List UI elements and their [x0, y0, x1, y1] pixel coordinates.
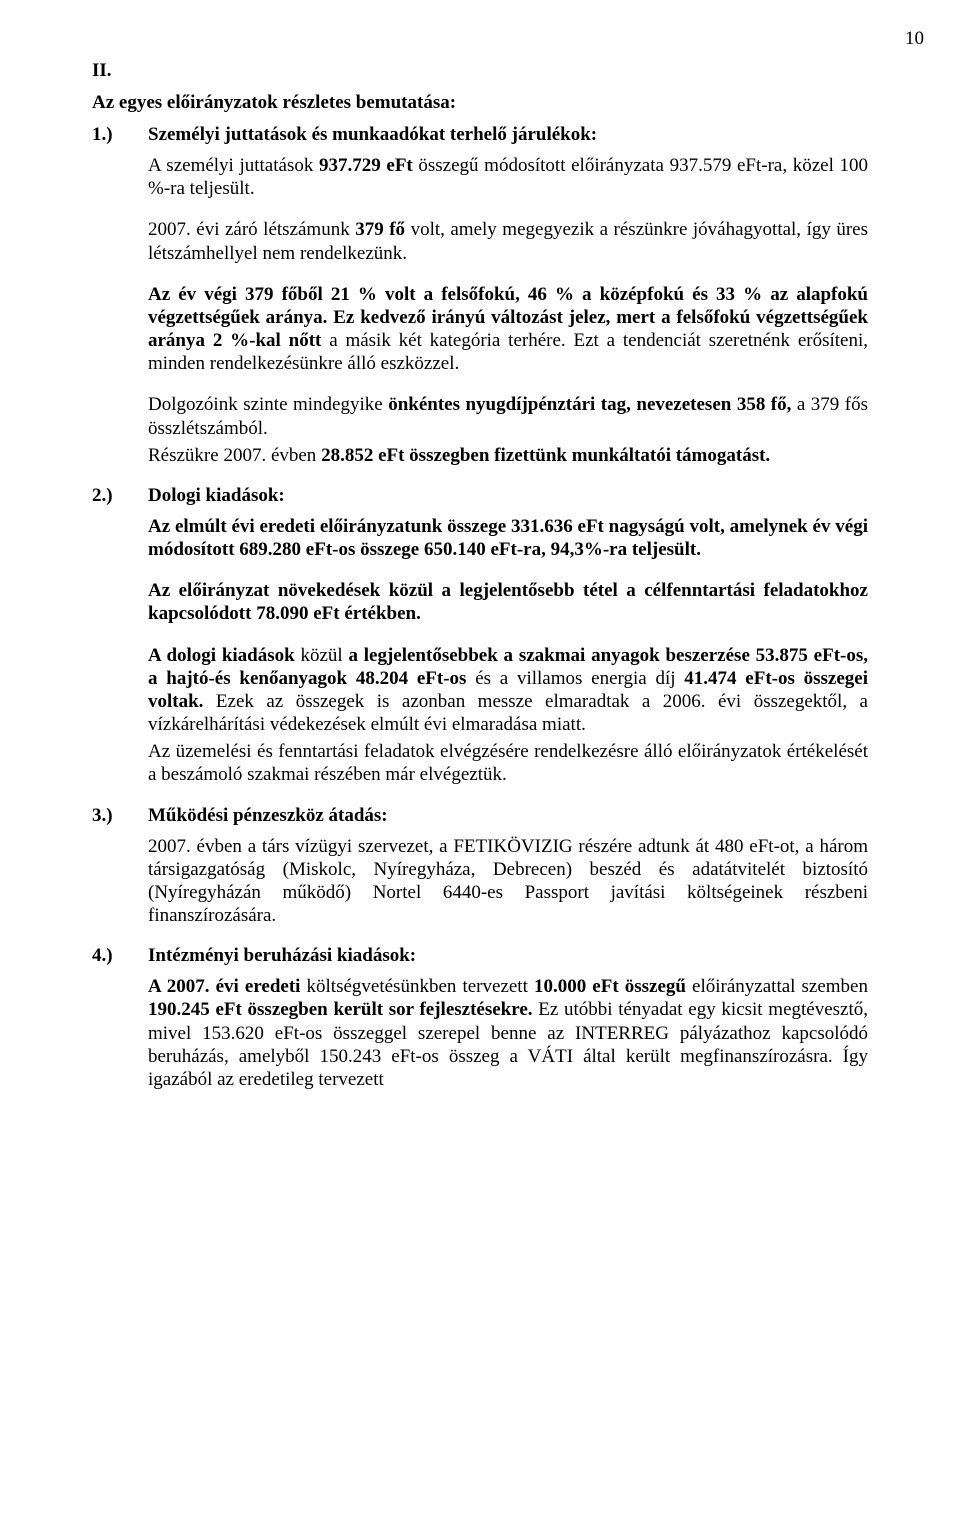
item-2-p2: Az előirányzat növekedések közül a legje… [148, 579, 868, 625]
text: Dolgozóink szinte mindegyike [148, 394, 388, 415]
item-1-p5: Részükre 2007. évben 28.852 eFt összegbe… [148, 444, 868, 467]
text: Ezek az összegek is azonban messze elmar… [148, 691, 868, 735]
section-title: Az egyes előirányzatok részletes bemutat… [92, 92, 868, 114]
item-4-title: Intézményi beruházási kiadások: [148, 945, 416, 967]
item-4-p1: A 2007. évi eredeti költségvetésünkben t… [148, 975, 868, 1091]
item-2-p3: A dologi kiadások közül a legjelentősebb… [148, 644, 868, 737]
text-bold: A 2007. évi eredeti [148, 976, 307, 997]
item-4-number: 4.) [92, 945, 148, 967]
text-bold: 937.729 eFt [319, 155, 418, 176]
text-bold: Az elmúlt évi eredeti előirányzatunk öss… [148, 516, 868, 560]
item-3-p1: 2007. évben a társ vízügyi szervezet, a … [148, 835, 868, 928]
item-1-header: 1.) Személyi juttatások és munkaadókat t… [92, 124, 868, 146]
item-1-number: 1.) [92, 124, 148, 146]
item-2-p1: Az elmúlt évi eredeti előirányzatunk öss… [148, 515, 868, 561]
item-2-title: Dologi kiadások: [148, 485, 285, 507]
item-3-title: Működési pénzeszköz átadás: [148, 805, 388, 827]
text: előirányzattal szemben [686, 976, 868, 997]
text-bold: önkéntes nyugdíjpénztári tag, nevezetese… [388, 394, 791, 415]
text: Részükre 2007. évben [148, 445, 321, 466]
page-number: 10 [905, 28, 924, 50]
document-page: 10 II. Az egyes előirányzatok részletes … [0, 0, 960, 1531]
text-bold: 190.245 eFt összegben került sor fejlesz… [148, 999, 538, 1020]
text: 2007. évi záró létszámunk [148, 219, 355, 240]
text-bold: 10.000 eFt összegű [534, 976, 686, 997]
item-2-number: 2.) [92, 485, 148, 507]
item-2-header: 2.) Dologi kiadások: [92, 485, 868, 507]
section-roman: II. [92, 60, 868, 82]
text-bold: Az előirányzat növekedések közül a legje… [148, 580, 868, 624]
text-bold: 28.852 eFt összegben fizettünk munkáltat… [321, 445, 770, 466]
text: közül [300, 645, 348, 666]
text: Az üzemelési és fenntartási feladatok el… [148, 741, 868, 785]
item-1-title: Személyi juttatások és munkaadókat terhe… [148, 124, 597, 146]
text-bold: A dologi kiadások [148, 645, 300, 666]
item-2-p4: Az üzemelési és fenntartási feladatok el… [148, 740, 868, 786]
item-1-p3: Az év végi 379 főből 21 % volt a felsőfo… [148, 283, 868, 376]
item-3-number: 3.) [92, 805, 148, 827]
item-3-header: 3.) Működési pénzeszköz átadás: [92, 805, 868, 827]
item-4-header: 4.) Intézményi beruházási kiadások: [92, 945, 868, 967]
item-1-p4: Dolgozóink szinte mindegyike önkéntes ny… [148, 393, 868, 439]
item-1-p1: A személyi juttatások 937.729 eFt összeg… [148, 154, 868, 200]
text: A személyi juttatások [148, 155, 319, 176]
text-bold: 379 fő [355, 219, 410, 240]
text: 2007. évben a társ vízügyi szervezet, a … [148, 836, 868, 927]
text: és a villamos energia díj [475, 668, 684, 689]
item-1-p2: 2007. évi záró létszámunk 379 fő volt, a… [148, 218, 868, 264]
text: költségvetésünkben tervezett [307, 976, 534, 997]
